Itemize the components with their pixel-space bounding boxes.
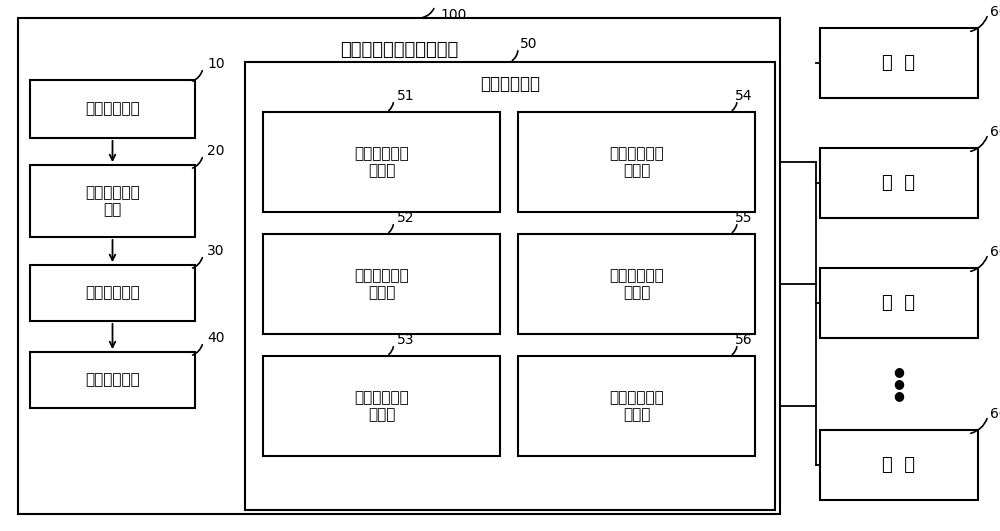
Text: 计算设备的芯片调频装置: 计算设备的芯片调频装置 (340, 41, 458, 59)
Bar (245, 62, 775, 510)
Text: 40: 40 (207, 331, 224, 345)
Text: 第三频点调整
子模块: 第三频点调整 子模块 (354, 390, 409, 422)
Bar (30, 352, 195, 408)
Bar (263, 112, 500, 212)
Bar (30, 265, 195, 321)
Text: 第一频点调整
子模块: 第一频点调整 子模块 (354, 146, 409, 178)
Text: 20: 20 (207, 144, 224, 158)
Text: 内  核: 内 核 (883, 174, 916, 192)
Text: 55: 55 (735, 211, 753, 225)
Bar (820, 430, 978, 500)
Text: 频点调整模块: 频点调整模块 (480, 75, 540, 93)
Text: 内  核: 内 核 (883, 456, 916, 474)
Text: 第二频点调整
子模块: 第二频点调整 子模块 (354, 268, 409, 300)
Bar (263, 234, 500, 334)
Text: 60: 60 (990, 5, 1000, 19)
Bar (263, 356, 500, 456)
Text: 53: 53 (396, 333, 414, 347)
Text: 60: 60 (990, 407, 1000, 421)
Text: 56: 56 (735, 333, 753, 347)
Text: 第一停止调整
子模块: 第一停止调整 子模块 (609, 268, 664, 300)
Text: 60: 60 (990, 125, 1000, 139)
Text: ●: ● (894, 390, 904, 402)
Bar (518, 234, 755, 334)
Bar (30, 165, 195, 237)
Bar (820, 268, 978, 338)
Text: 50: 50 (520, 37, 538, 51)
Text: 频率调整模块: 频率调整模块 (85, 286, 140, 301)
Text: ●: ● (894, 365, 904, 379)
Text: 内  核: 内 核 (883, 54, 916, 72)
Text: ●: ● (894, 378, 904, 390)
Text: 第四频点调整
子模块: 第四频点调整 子模块 (609, 146, 664, 178)
Text: 54: 54 (735, 89, 753, 103)
Text: 100: 100 (440, 8, 466, 22)
Text: 内  核: 内 核 (883, 294, 916, 312)
Text: 30: 30 (207, 244, 224, 258)
Bar (30, 80, 195, 138)
Bar (18, 18, 780, 514)
Text: 60: 60 (990, 245, 1000, 259)
Bar (518, 112, 755, 212)
Text: 10: 10 (207, 57, 225, 71)
Text: 计算性能分析
模块: 计算性能分析 模块 (85, 185, 140, 217)
Text: 第二停止调整
子模块: 第二停止调整 子模块 (609, 390, 664, 422)
Text: 52: 52 (396, 211, 414, 225)
Bar (820, 28, 978, 98)
Bar (820, 148, 978, 218)
Text: 频点设置模块: 频点设置模块 (85, 101, 140, 116)
Text: 频点统计模块: 频点统计模块 (85, 373, 140, 388)
Text: 51: 51 (396, 89, 414, 103)
Bar (518, 356, 755, 456)
